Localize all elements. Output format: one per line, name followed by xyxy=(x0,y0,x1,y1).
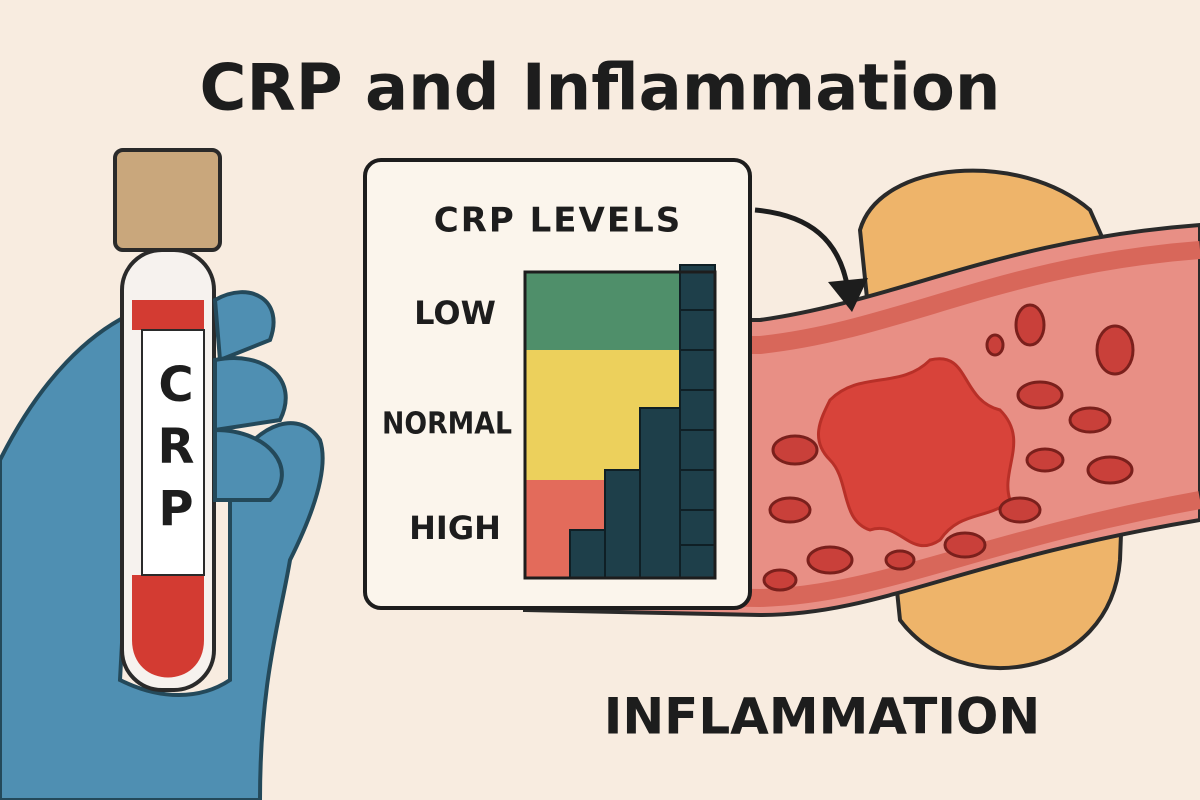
level-label: LOW xyxy=(414,294,496,332)
tube-label: CRP xyxy=(148,357,204,543)
arrow xyxy=(754,207,868,312)
vessel-label: INFLAMMATION xyxy=(604,688,1041,746)
test-tube xyxy=(113,148,222,692)
title: CRP and Inflammation xyxy=(200,52,1001,126)
hand xyxy=(0,306,325,800)
panel-title: CRP LEVELS xyxy=(434,201,682,241)
level-label: HIGH xyxy=(409,509,501,547)
level-label: NORMAL xyxy=(382,407,512,442)
levels-panel xyxy=(363,158,752,610)
hand-fingers xyxy=(212,290,288,502)
